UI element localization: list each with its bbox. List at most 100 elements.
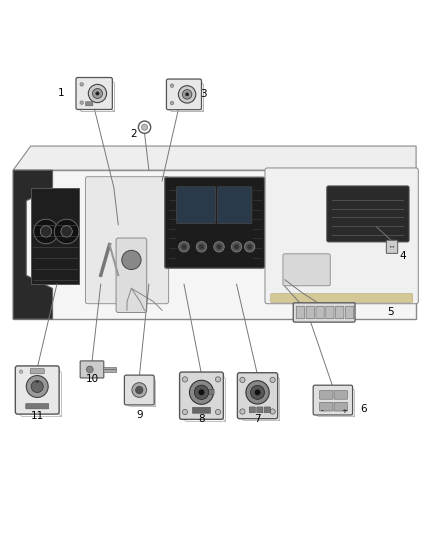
Circle shape bbox=[170, 101, 174, 105]
FancyBboxPatch shape bbox=[103, 367, 116, 369]
Circle shape bbox=[80, 101, 83, 104]
FancyBboxPatch shape bbox=[320, 402, 333, 411]
Circle shape bbox=[122, 251, 141, 270]
FancyBboxPatch shape bbox=[165, 177, 265, 268]
Text: 9: 9 bbox=[136, 409, 143, 419]
Text: 7: 7 bbox=[254, 414, 261, 424]
FancyBboxPatch shape bbox=[103, 369, 116, 372]
Circle shape bbox=[254, 390, 261, 395]
FancyBboxPatch shape bbox=[177, 187, 215, 223]
Circle shape bbox=[86, 366, 93, 373]
FancyBboxPatch shape bbox=[293, 303, 355, 322]
Text: -: - bbox=[321, 408, 323, 414]
FancyBboxPatch shape bbox=[386, 240, 398, 253]
FancyBboxPatch shape bbox=[326, 306, 334, 319]
Text: 10: 10 bbox=[85, 374, 99, 384]
FancyBboxPatch shape bbox=[15, 366, 59, 414]
FancyBboxPatch shape bbox=[283, 254, 330, 286]
FancyBboxPatch shape bbox=[249, 407, 255, 413]
Circle shape bbox=[182, 377, 187, 382]
Circle shape bbox=[88, 84, 106, 102]
Circle shape bbox=[198, 389, 205, 395]
Circle shape bbox=[390, 246, 392, 248]
Polygon shape bbox=[35, 380, 39, 383]
FancyBboxPatch shape bbox=[320, 391, 333, 399]
Circle shape bbox=[31, 381, 43, 392]
Circle shape bbox=[199, 244, 204, 249]
Circle shape bbox=[240, 377, 245, 383]
FancyBboxPatch shape bbox=[80, 361, 104, 378]
FancyBboxPatch shape bbox=[26, 403, 49, 409]
Circle shape bbox=[186, 93, 189, 96]
Circle shape bbox=[240, 409, 245, 414]
Circle shape bbox=[141, 124, 148, 130]
Circle shape bbox=[215, 377, 221, 382]
Circle shape bbox=[247, 244, 252, 249]
Circle shape bbox=[194, 385, 208, 400]
Circle shape bbox=[61, 226, 72, 237]
Circle shape bbox=[234, 244, 239, 249]
Circle shape bbox=[270, 409, 275, 414]
Circle shape bbox=[244, 241, 255, 252]
Circle shape bbox=[54, 219, 79, 244]
FancyBboxPatch shape bbox=[316, 306, 324, 319]
Circle shape bbox=[34, 219, 58, 244]
Circle shape bbox=[136, 386, 143, 394]
Text: 2: 2 bbox=[130, 129, 137, 139]
Circle shape bbox=[178, 86, 196, 103]
Circle shape bbox=[170, 84, 174, 87]
Circle shape bbox=[215, 409, 221, 415]
Text: 8: 8 bbox=[198, 414, 205, 424]
Circle shape bbox=[19, 370, 23, 374]
Polygon shape bbox=[13, 170, 416, 319]
Text: 3: 3 bbox=[200, 90, 207, 99]
FancyBboxPatch shape bbox=[76, 77, 112, 109]
Circle shape bbox=[270, 377, 275, 383]
Polygon shape bbox=[31, 188, 79, 284]
Circle shape bbox=[138, 121, 151, 133]
Circle shape bbox=[190, 380, 213, 405]
Circle shape bbox=[246, 381, 269, 404]
FancyBboxPatch shape bbox=[306, 306, 314, 319]
FancyBboxPatch shape bbox=[85, 177, 169, 304]
FancyBboxPatch shape bbox=[271, 294, 413, 302]
Text: 4: 4 bbox=[399, 251, 406, 261]
Circle shape bbox=[179, 241, 189, 252]
Circle shape bbox=[214, 241, 224, 252]
FancyBboxPatch shape bbox=[237, 373, 278, 419]
FancyBboxPatch shape bbox=[346, 306, 354, 319]
Circle shape bbox=[251, 385, 265, 399]
Circle shape bbox=[216, 244, 222, 249]
Circle shape bbox=[132, 383, 147, 398]
FancyBboxPatch shape bbox=[257, 407, 263, 413]
FancyBboxPatch shape bbox=[264, 407, 271, 413]
Text: 5: 5 bbox=[387, 308, 394, 318]
FancyBboxPatch shape bbox=[195, 389, 203, 394]
FancyBboxPatch shape bbox=[265, 168, 418, 304]
FancyBboxPatch shape bbox=[124, 375, 154, 405]
Circle shape bbox=[182, 90, 192, 99]
FancyBboxPatch shape bbox=[296, 306, 304, 319]
Polygon shape bbox=[13, 170, 53, 319]
Circle shape bbox=[96, 92, 99, 95]
Circle shape bbox=[181, 244, 187, 249]
Text: +: + bbox=[341, 408, 347, 414]
FancyBboxPatch shape bbox=[166, 79, 201, 110]
Text: 11: 11 bbox=[31, 411, 44, 421]
FancyBboxPatch shape bbox=[217, 187, 252, 223]
FancyBboxPatch shape bbox=[313, 385, 353, 415]
Circle shape bbox=[392, 246, 394, 248]
FancyBboxPatch shape bbox=[336, 306, 344, 319]
FancyBboxPatch shape bbox=[206, 389, 214, 394]
Circle shape bbox=[40, 226, 52, 237]
FancyBboxPatch shape bbox=[334, 391, 347, 399]
FancyBboxPatch shape bbox=[30, 368, 44, 374]
FancyBboxPatch shape bbox=[327, 186, 409, 242]
FancyBboxPatch shape bbox=[334, 402, 347, 411]
FancyBboxPatch shape bbox=[180, 372, 223, 419]
Polygon shape bbox=[13, 146, 416, 170]
Text: 6: 6 bbox=[360, 404, 367, 414]
Circle shape bbox=[231, 241, 242, 252]
Circle shape bbox=[182, 409, 187, 415]
FancyBboxPatch shape bbox=[192, 407, 211, 413]
